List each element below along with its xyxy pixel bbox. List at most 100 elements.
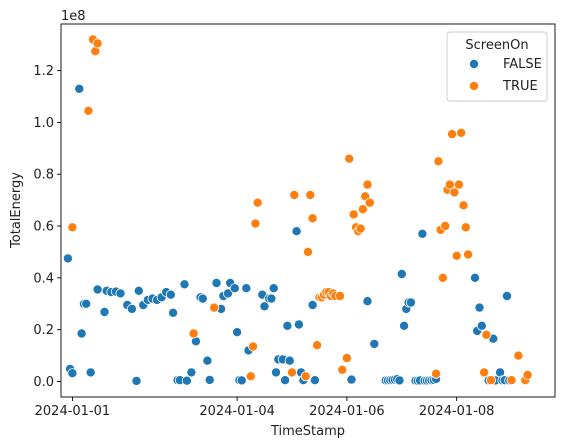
data-point-true-59 bbox=[522, 369, 533, 380]
data-point-false-39 bbox=[222, 288, 233, 299]
legend-label-true: TRUE bbox=[502, 79, 538, 94]
data-point-false-48 bbox=[259, 301, 270, 312]
data-point-false-6 bbox=[81, 298, 92, 309]
data-point-false-8 bbox=[92, 284, 103, 295]
data-point-true-51 bbox=[460, 222, 471, 233]
data-point-true-57 bbox=[513, 350, 524, 361]
data-point-false-29 bbox=[181, 375, 192, 386]
data-point-false-74 bbox=[396, 268, 407, 279]
data-point-false-92 bbox=[476, 320, 487, 331]
data-point-false-58 bbox=[291, 226, 302, 237]
y-tick-label: 0.6 bbox=[33, 220, 54, 235]
x-tick-label: 2024-01-04 bbox=[199, 404, 275, 419]
data-point-true-0 bbox=[67, 222, 78, 233]
data-point-false-17 bbox=[133, 285, 144, 296]
data-point-false-0 bbox=[62, 253, 73, 264]
data-point-false-41 bbox=[229, 283, 240, 294]
data-point-false-34 bbox=[202, 355, 213, 366]
data-point-true-41 bbox=[437, 272, 448, 283]
legend-marker-true bbox=[468, 81, 479, 92]
data-point-true-11 bbox=[286, 367, 297, 378]
data-point-true-8 bbox=[248, 341, 259, 352]
data-point-false-57 bbox=[284, 355, 295, 366]
data-point-true-17 bbox=[312, 340, 323, 351]
y-axis-ticks: 0.0 0.2 0.4 0.6 0.8 1.0 1.2 bbox=[33, 64, 61, 390]
data-point-true-33 bbox=[355, 223, 366, 234]
data-point-true-50 bbox=[458, 200, 469, 211]
data-point-false-62 bbox=[307, 299, 318, 310]
y-offset-label: 1e8 bbox=[61, 9, 86, 24]
x-tick-label: 2024-01-06 bbox=[309, 404, 385, 419]
data-point-true-39 bbox=[433, 156, 444, 167]
data-point-false-99 bbox=[501, 290, 512, 301]
data-point-false-59 bbox=[293, 319, 304, 330]
data-point-true-6 bbox=[209, 302, 220, 313]
data-point-true-48 bbox=[453, 179, 464, 190]
data-point-true-38 bbox=[431, 368, 442, 379]
data-point-true-45 bbox=[447, 129, 458, 140]
data-point-true-49 bbox=[456, 127, 467, 138]
data-point-true-12 bbox=[289, 189, 300, 200]
data-point-true-4 bbox=[92, 38, 103, 49]
data-point-false-3 bbox=[74, 83, 85, 94]
data-point-false-66 bbox=[369, 338, 380, 349]
data-point-true-9 bbox=[250, 218, 261, 229]
data-point-false-36 bbox=[211, 277, 222, 288]
data-point-true-34 bbox=[357, 204, 368, 215]
data-point-true-16 bbox=[307, 213, 318, 224]
data-point-true-30 bbox=[348, 209, 359, 220]
data-point-true-56 bbox=[506, 375, 517, 386]
data-point-false-16 bbox=[131, 375, 142, 386]
data-point-true-37 bbox=[364, 197, 375, 208]
data-point-false-75 bbox=[399, 320, 410, 331]
data-point-false-63 bbox=[309, 375, 320, 386]
data-point-false-4 bbox=[76, 328, 87, 339]
data-point-false-50 bbox=[266, 293, 277, 304]
data-point-false-44 bbox=[236, 375, 247, 386]
points-layer bbox=[62, 34, 533, 386]
legend: ScreenOn FALSE TRUE bbox=[446, 31, 548, 102]
data-point-true-46 bbox=[449, 187, 460, 198]
data-point-false-30 bbox=[186, 367, 197, 378]
data-point-false-78 bbox=[405, 297, 416, 308]
data-point-false-13 bbox=[115, 288, 126, 299]
legend-title: ScreenOn bbox=[465, 38, 528, 53]
y-tick-label: 0.0 bbox=[33, 375, 54, 390]
data-point-true-42 bbox=[440, 220, 451, 231]
data-point-true-5 bbox=[188, 328, 199, 339]
data-point-true-36 bbox=[362, 179, 373, 190]
data-point-false-91 bbox=[474, 302, 485, 313]
data-point-true-14 bbox=[302, 246, 313, 257]
data-point-false-89 bbox=[469, 272, 480, 283]
data-point-false-42 bbox=[232, 327, 243, 338]
data-point-true-15 bbox=[305, 189, 316, 200]
y-tick-label: 0.4 bbox=[33, 271, 54, 286]
data-point-false-28 bbox=[179, 279, 190, 290]
legend-label-false: FALSE bbox=[503, 57, 542, 72]
data-point-true-55 bbox=[485, 375, 496, 386]
data-point-true-13 bbox=[300, 371, 311, 382]
legend-marker-false bbox=[468, 59, 479, 70]
data-point-false-51 bbox=[268, 283, 279, 294]
data-point-true-29 bbox=[344, 153, 355, 164]
data-point-false-2 bbox=[67, 368, 78, 379]
data-point-false-64 bbox=[346, 374, 357, 385]
data-point-false-24 bbox=[165, 289, 176, 300]
data-point-false-45 bbox=[241, 283, 252, 294]
plot-frame bbox=[60, 23, 556, 398]
x-tick-label: 2024-01-08 bbox=[419, 404, 495, 419]
data-point-false-82 bbox=[417, 228, 428, 239]
data-point-false-9 bbox=[99, 306, 110, 317]
data-point-true-54 bbox=[481, 329, 492, 340]
data-point-true-28 bbox=[341, 353, 352, 364]
data-point-true-53 bbox=[479, 367, 490, 378]
y-axis-label: TotalEnergy bbox=[9, 172, 24, 249]
data-point-false-56 bbox=[282, 320, 293, 331]
y-tick-label: 1.2 bbox=[33, 64, 54, 79]
data-point-true-27 bbox=[337, 364, 348, 375]
data-point-false-65 bbox=[362, 296, 373, 307]
x-axis-ticks: 2024-01-01 2024-01-04 2024-01-06 2024-01-08 bbox=[35, 397, 495, 419]
data-point-false-7 bbox=[85, 367, 96, 378]
data-point-false-15 bbox=[126, 303, 137, 314]
